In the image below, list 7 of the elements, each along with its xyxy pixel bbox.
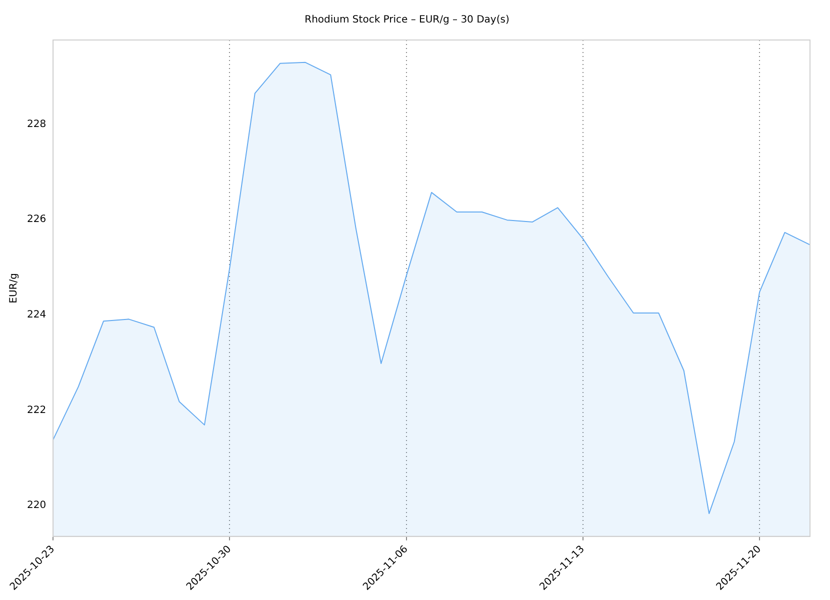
y-tick-label: 222 [26, 404, 46, 416]
y-tick-label: 224 [26, 309, 46, 320]
y-axis-title: EUR/g [8, 273, 20, 304]
y-tick-label: 228 [26, 118, 46, 130]
chart-title: Rhodium Stock Price – EUR/g – 30 Day(s) [304, 14, 510, 26]
y-tick-label: 220 [26, 500, 46, 512]
y-tick-label: 226 [26, 214, 46, 226]
